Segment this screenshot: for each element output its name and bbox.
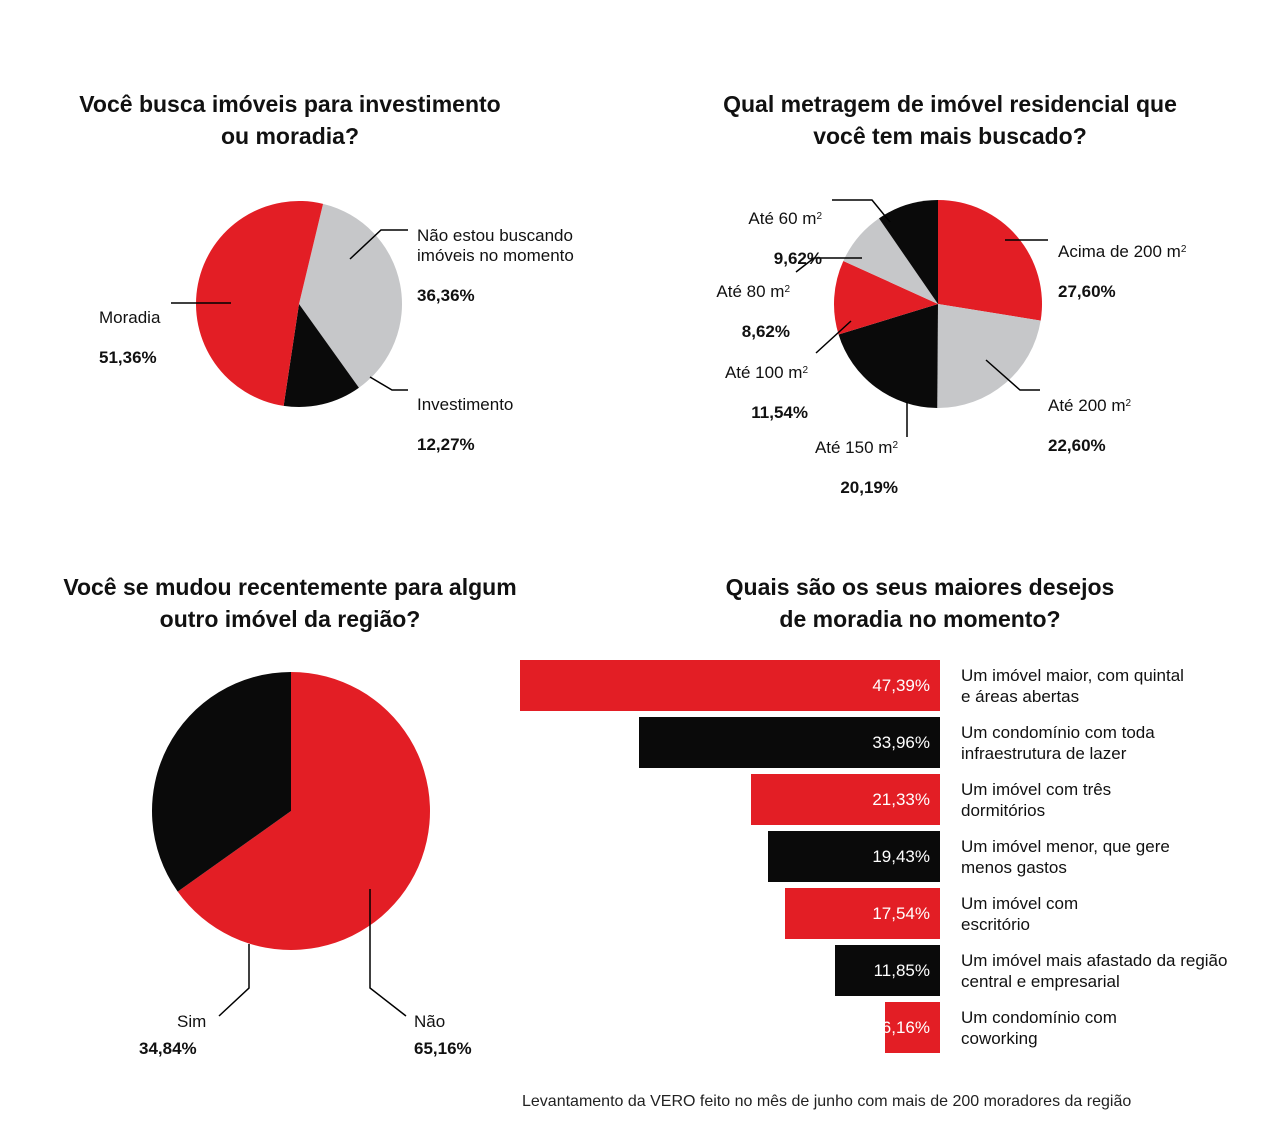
pie2-label-ate-200: Até 200 m2 22,60% bbox=[1048, 396, 1132, 455]
pie2-leader-ate-200 bbox=[985, 359, 1040, 391]
pie3-slice-1 bbox=[151, 672, 291, 892]
bar-category-label-5: Um imóvel mais afastado da região centra… bbox=[961, 951, 1228, 991]
bar-4: 17,54% bbox=[784, 888, 940, 939]
bar-category-label-2: Um imóvel com três dormitórios bbox=[961, 780, 1112, 820]
bar-value-label-1: 33,96% bbox=[872, 733, 930, 752]
pie1-label-nao-buscando: Não estou buscando imóveis no momento 36… bbox=[417, 226, 574, 305]
pie1-leader-nao-buscando bbox=[349, 229, 408, 260]
bar-2: 21,33% bbox=[750, 774, 940, 825]
bar-3: 19,43% bbox=[767, 831, 940, 882]
pie2-slice-5 bbox=[878, 200, 938, 304]
pie3-leader-sim bbox=[218, 944, 250, 1017]
chart1-title: Você busca imóveis para investimento ou … bbox=[79, 91, 501, 149]
pie2-label-ate-100: Até 100 m2 11,54% bbox=[724, 363, 808, 422]
bar-category-label-0: Um imóvel maior, com quintal e áreas abe… bbox=[961, 666, 1184, 706]
pie2-label-ate-80: Até 80 m2 8,62% bbox=[716, 282, 790, 341]
pie3-value-sim: 34,84% bbox=[139, 1039, 197, 1058]
pie2-slice-1 bbox=[937, 304, 1041, 408]
chart4-title: Quais são os seus maiores desejos de mor… bbox=[725, 574, 1115, 632]
pie2-leader-ate-100 bbox=[815, 320, 852, 354]
pie2-leader-ate-80 bbox=[795, 257, 862, 273]
pie2-slice-2 bbox=[838, 304, 938, 408]
bar-value-label-2: 21,33% bbox=[872, 790, 930, 809]
pie1-leader-investimento bbox=[369, 376, 408, 391]
bar-category-label-6: Um condomínio com coworking bbox=[961, 1008, 1117, 1048]
pie3-value-nao: 65,16% bbox=[414, 1039, 472, 1058]
pie2-label-ate-150: Até 150 m2 20,19% bbox=[814, 438, 898, 497]
bar-value-label-3: 19,43% bbox=[872, 847, 930, 866]
pie1-slice-0 bbox=[299, 203, 402, 388]
pie2-leader-ate-60 bbox=[832, 199, 891, 223]
bar-1: 33,96% bbox=[639, 717, 940, 768]
bar-value-label-4: 17,54% bbox=[872, 904, 930, 923]
bar-category-label-1: Um condomínio com toda infraestrutura de… bbox=[961, 723, 1155, 763]
bar-5: 11,85% bbox=[834, 945, 940, 996]
pie2-slice-0 bbox=[938, 200, 1042, 321]
pie2-label-ate-60: Até 60 m2 9,62% bbox=[748, 209, 822, 268]
pie2-slice-3 bbox=[834, 260, 938, 335]
pie1-slice-1 bbox=[283, 304, 359, 407]
bar-value-label-6: 6,16% bbox=[881, 1018, 930, 1037]
chart3-title: Você se mudou recentemente para algum ou… bbox=[63, 574, 517, 632]
chart2-title: Qual metragem de imóvel residencial que … bbox=[723, 91, 1177, 149]
bar-category-label-4: Um imóvel com escritório bbox=[961, 894, 1079, 934]
bar-0: 47,39% bbox=[520, 660, 940, 711]
bar-category-label-3: Um imóvel menor, que gere menos gastos bbox=[961, 837, 1170, 877]
pie3-label-sim: Sim bbox=[177, 1012, 207, 1031]
pie1-label-moradia: Moradia 51,36% bbox=[99, 308, 161, 367]
pie2-slice-4 bbox=[843, 218, 938, 304]
bar-6: 6,16% bbox=[881, 1002, 940, 1053]
pie1-label-investimento: Investimento 12,27% bbox=[417, 395, 514, 454]
bar-value-label-5: 11,85% bbox=[873, 961, 930, 980]
pie3-leader-nao bbox=[369, 889, 407, 1017]
pie2-label-acima-200: Acima de 200 m2 27,60% bbox=[1058, 242, 1187, 301]
bar-value-label-0: 47,39% bbox=[872, 676, 930, 695]
source-note: Levantamento da VERO feito no mês de jun… bbox=[522, 1093, 1132, 1110]
pie1-slice-2 bbox=[195, 200, 324, 406]
pie3-slice-0 bbox=[177, 672, 430, 950]
pie3-label-nao: Não bbox=[414, 1012, 446, 1031]
